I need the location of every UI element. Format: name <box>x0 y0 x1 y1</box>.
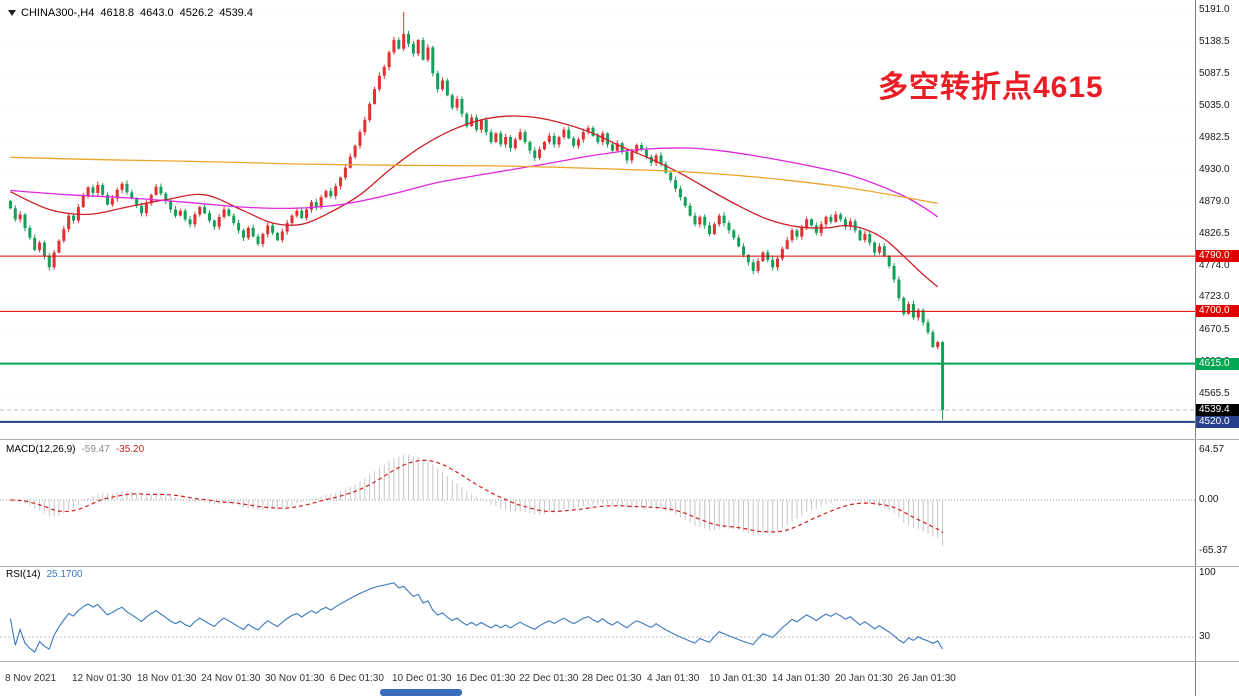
rsi-label: RSI(14) 25.1700 <box>6 569 83 580</box>
price-level-tag[interactable]: 4520.0 <box>1196 415 1239 428</box>
macd-signal-line <box>10 459 943 533</box>
macd-name: MACD(12,26,9) <box>6 444 76 455</box>
date-axis-label: 12 Nov 01:30 <box>72 673 132 684</box>
rsi-panel[interactable] <box>0 582 1195 653</box>
date-axis-label: 20 Jan 01:30 <box>835 673 893 684</box>
panel-splitter-macd[interactable] <box>0 439 1239 440</box>
macd-axis-label: 64.57 <box>1199 444 1225 455</box>
macd-main-value: -59.47 <box>81 444 110 455</box>
current-price-tag: 4539.4 <box>1196 404 1239 417</box>
ohlc-high-value: 4643.0 <box>140 7 174 19</box>
rsi-axis-label: 30 <box>1199 631 1211 642</box>
ohlc-close-value: 4539.4 <box>219 7 253 19</box>
rsi-name: RSI(14) <box>6 569 41 580</box>
date-axis-label: 26 Jan 01:30 <box>898 673 956 684</box>
date-axis-label: 8 Nov 2021 <box>5 673 57 684</box>
ma-slow-orange <box>10 156 938 205</box>
date-axis-label: 14 Jan 01:30 <box>772 673 830 684</box>
ma-mid-magenta <box>10 147 939 218</box>
date-axis-label: 22 Dec 01:30 <box>519 673 579 684</box>
date-axis-label: 30 Nov 01:30 <box>265 673 325 684</box>
macd-panel[interactable] <box>0 455 1195 547</box>
price-axis-label: 5191.0 <box>1199 4 1230 15</box>
panel-splitter-dates[interactable] <box>0 661 1239 662</box>
main-panel[interactable] <box>0 9 1195 423</box>
macd-label: MACD(12,26,9) -59.47 -35.20 <box>6 444 144 455</box>
price-level-tag[interactable]: 4790.0 <box>1196 250 1239 263</box>
price-axis-label: 4879.0 <box>1199 195 1230 207</box>
chart-header: CHINA300-,H4 4618.8 4643.0 4526.2 4539.4 <box>8 6 253 20</box>
date-axis-label: 24 Nov 01:30 <box>201 673 261 684</box>
macd-histogram <box>14 455 944 547</box>
price-axis-label: 4982.5 <box>1199 132 1230 143</box>
rsi-line <box>9 582 944 653</box>
candles-layer <box>8 11 945 421</box>
date-axis-label: 10 Dec 01:30 <box>392 673 452 684</box>
price-level-tag[interactable]: 4700.0 <box>1196 305 1239 318</box>
price-axis-label: 5138.5 <box>1199 36 1230 48</box>
date-axis-label: 10 Jan 01:30 <box>709 673 767 684</box>
price-axis-label: 4930.0 <box>1199 164 1230 176</box>
price-axis-label: 4565.5 <box>1199 388 1230 399</box>
rsi-axis-label: 100 <box>1199 567 1216 578</box>
annotation-text[interactable]: 多空转折点4615 <box>878 71 1104 104</box>
macd-axis-label: -65.37 <box>1199 544 1228 556</box>
ohlc-low-value: 4526.2 <box>179 7 214 19</box>
date-axis-label: 18 Nov 01:30 <box>137 673 197 684</box>
date-axis-label: 4 Jan 01:30 <box>647 673 700 684</box>
price-level-tag[interactable]: 4615.0 <box>1196 357 1239 370</box>
price-axis-label: 5035.0 <box>1199 99 1230 111</box>
macd-signal-value: -35.20 <box>115 444 145 455</box>
date-axis-label: 16 Dec 01:30 <box>456 673 516 684</box>
price-axis-label: 4670.5 <box>1199 323 1230 335</box>
date-axis-label: 28 Dec 01:30 <box>582 673 642 684</box>
chevron-down-icon[interactable] <box>8 10 16 16</box>
rsi-value: 25.1700 <box>46 569 83 580</box>
panel-splitter-rsi[interactable] <box>0 566 1239 567</box>
price-axis-label: 4774.0 <box>1199 260 1230 271</box>
date-axis-label: 6 Dec 01:30 <box>330 673 384 684</box>
price-axis-label: 5087.5 <box>1199 67 1230 79</box>
bottom-scroll-indicator[interactable] <box>380 689 462 696</box>
price-axis-label: 4826.5 <box>1199 227 1230 239</box>
symbol-timeframe-label: CHINA300-,H4 <box>21 7 95 19</box>
macd-axis-label: 0.00 <box>1199 494 1219 505</box>
ohlc-open-value: 4618.8 <box>100 7 135 19</box>
ma-fast-red <box>10 115 939 288</box>
price-axis-label: 4723.0 <box>1199 291 1230 303</box>
